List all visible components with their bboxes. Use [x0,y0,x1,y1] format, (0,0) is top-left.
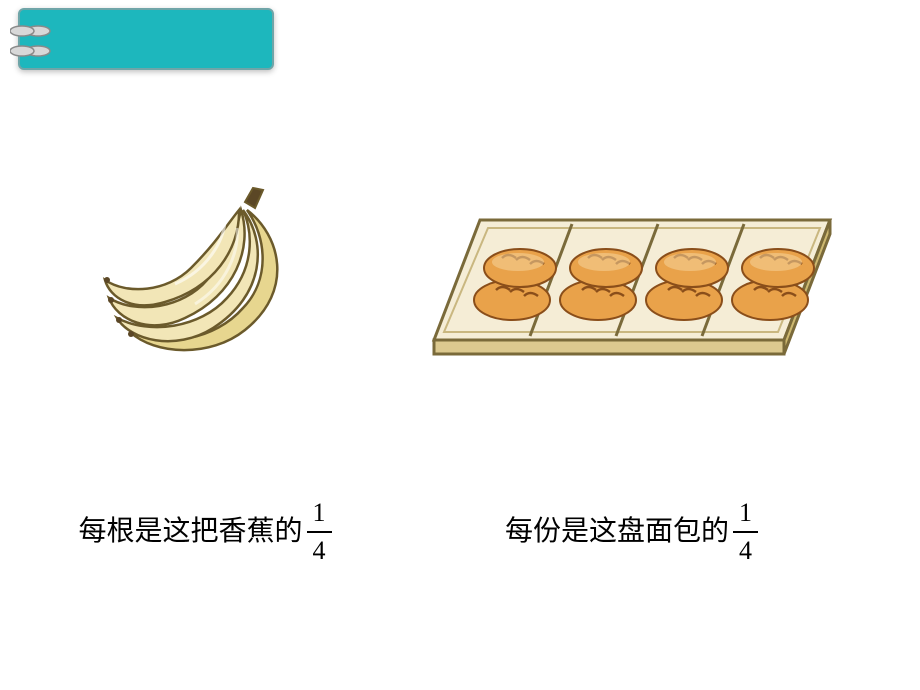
bread-caption-text: 每份是这盘面包的 [505,518,729,546]
banana-icon [95,180,315,380]
fraction-denominator: 4 [733,533,758,564]
banana-caption: 每根是这把香蕉的 1 4 [78,500,331,564]
content-row: 每根是这把香蕉的 1 4 [0,170,920,564]
banana-fraction: 1 4 [307,500,332,564]
bread-illustration [422,170,842,390]
bread-fraction: 1 4 [733,500,758,564]
fraction-numerator: 1 [733,500,758,533]
banana-caption-text: 每根是这把香蕉的 [78,518,302,546]
fraction-denominator: 4 [307,533,332,564]
banana-column: 每根是这把香蕉的 1 4 [78,170,331,564]
spiral-binder-icon [10,24,52,38]
banana-illustration [95,170,315,390]
bread-tray-icon [422,180,842,380]
bread-caption: 每份是这盘面包的 1 4 [505,500,758,564]
header-badge [18,8,274,70]
spiral-binder-icon [10,44,52,58]
fraction-numerator: 1 [307,500,332,533]
bread-column: 每份是这盘面包的 1 4 [422,170,842,564]
